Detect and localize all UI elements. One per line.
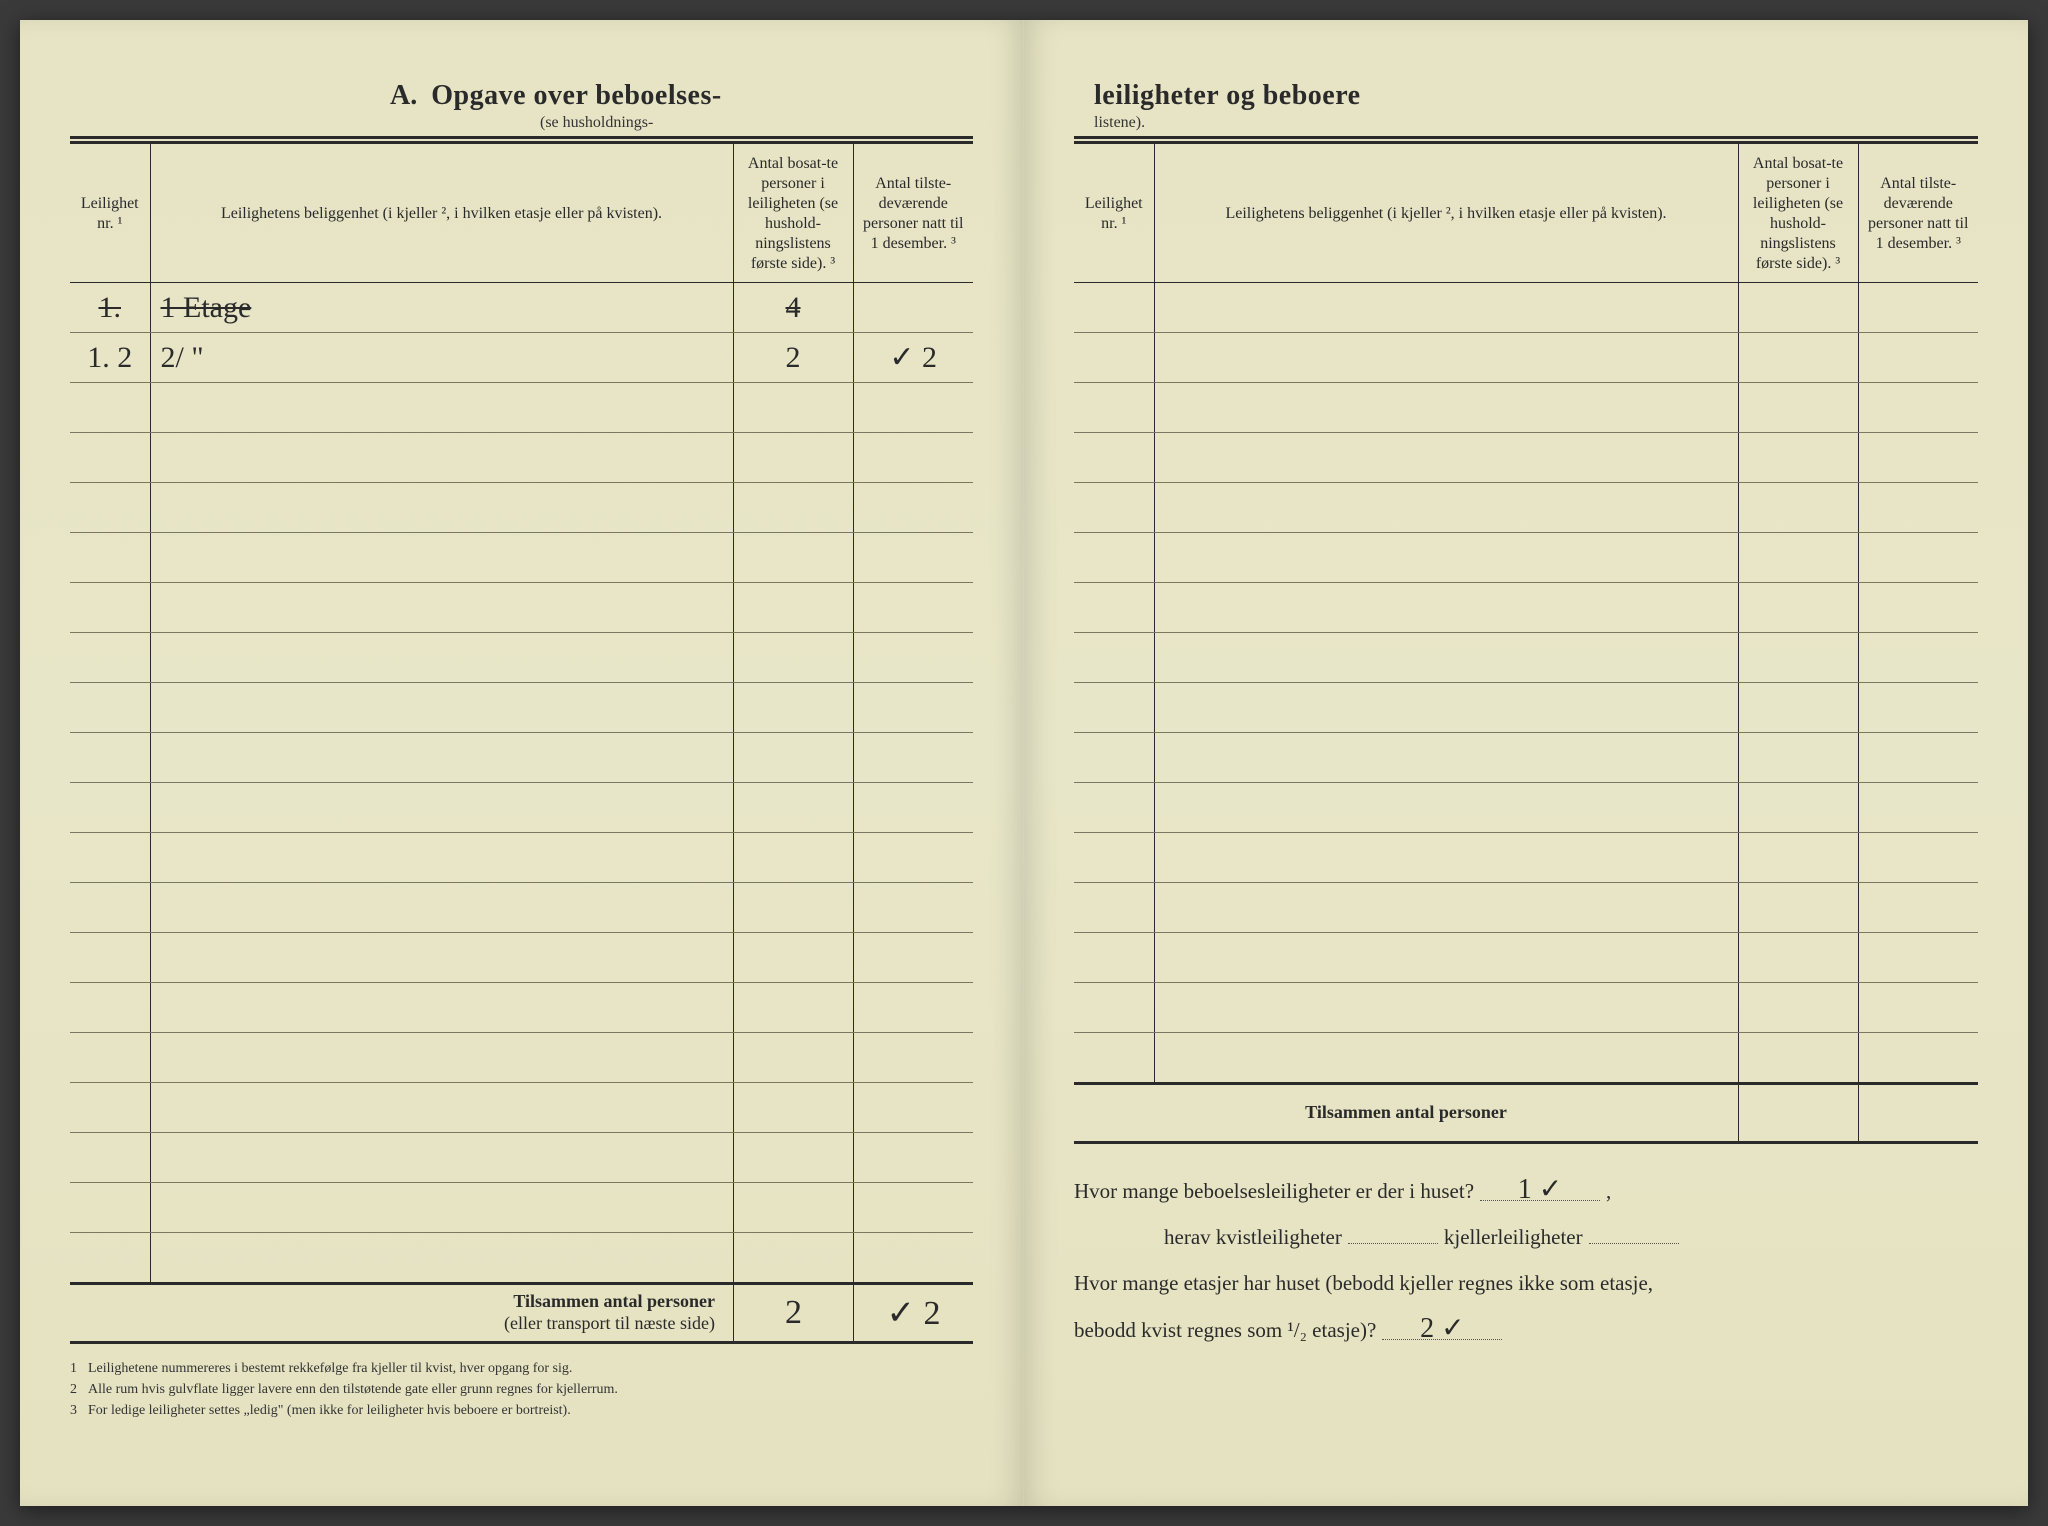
total-row-left: Tilsammen antal personer (eller transpor… xyxy=(70,1282,973,1344)
title-left: Opgave over beboelses- xyxy=(431,80,721,112)
table-row-blank xyxy=(1074,433,1978,483)
table-row-blank xyxy=(1074,783,1978,833)
table-row-blank xyxy=(70,883,973,933)
table-row-blank xyxy=(70,983,973,1033)
footnotes: 1Leilighetene nummereres i bestemt rekke… xyxy=(70,1358,973,1421)
question-3a: Hvor mange etasjer har huset (bebodd kje… xyxy=(1074,1260,1978,1306)
table-row-blank xyxy=(1074,1033,1978,1083)
total-right-n2 xyxy=(1858,1085,1978,1141)
table-row-blank xyxy=(70,933,973,983)
cell xyxy=(853,283,973,333)
table-row-blank xyxy=(70,1083,973,1133)
table-row-blank xyxy=(1074,733,1978,783)
title-right: leiligheter og beboere xyxy=(1094,80,1361,112)
table-row-blank xyxy=(1074,983,1978,1033)
cell: 1. 2 xyxy=(70,333,150,383)
subtitle-left: (se husholdnings- xyxy=(70,114,973,132)
col-header-location: Leilighetens beliggenhet (i kjeller ², i… xyxy=(1154,143,1738,283)
table-row-blank xyxy=(1074,883,1978,933)
total-row-right: Tilsammen antal personer xyxy=(1074,1082,1978,1144)
total-right-n1 xyxy=(1738,1085,1858,1141)
table-row-blank xyxy=(70,433,973,483)
table-row-blank xyxy=(1074,483,1978,533)
cell: 2 xyxy=(733,333,853,383)
total-label-sub: (eller transport til næste side) xyxy=(504,1313,715,1333)
title-row-left: A. Opgave over beboelses- xyxy=(70,80,973,112)
q1-answer: 1 ✓ xyxy=(1480,1177,1600,1201)
table-left: Leilighet nr. ¹ Leilighetens beliggenhet… xyxy=(70,141,973,1283)
footnote: 2Alle rum hvis gulvflate ligger lavere e… xyxy=(70,1379,973,1400)
page-right: leiligheter og beboere listene). Leiligh… xyxy=(1024,20,2028,1506)
col-header-resident: Antal bosat-te personer i leiligheten (s… xyxy=(1738,143,1858,283)
question-3b: bebodd kvist regnes som ¹/₂ etasje)? 2 ✓ xyxy=(1074,1307,1978,1353)
document-spread: A. Opgave over beboelses- (se husholdnin… xyxy=(20,20,2028,1506)
rule xyxy=(1074,136,1978,139)
table-row-blank xyxy=(70,733,973,783)
cell: ✓ 2 xyxy=(853,333,973,383)
question-2: herav kvistleiligheter kjellerleilighete… xyxy=(1074,1214,1978,1260)
table-row-blank xyxy=(1074,533,1978,583)
col-header-resident: Antal bosat-te personer i leiligheten (s… xyxy=(733,143,853,283)
table-row-blank xyxy=(70,1033,973,1083)
table-row-blank xyxy=(70,483,973,533)
q2b-answer xyxy=(1589,1220,1679,1244)
page-left: A. Opgave over beboelses- (se husholdnin… xyxy=(20,20,1024,1506)
table-row-blank xyxy=(70,683,973,733)
cell: 1 Etage xyxy=(150,283,733,333)
col-header-location: Leilighetens beliggenhet (i kjeller ², i… xyxy=(150,143,733,283)
table-row-blank xyxy=(1074,283,1978,333)
table-row-blank xyxy=(1074,933,1978,983)
table-row-blank xyxy=(1074,383,1978,433)
col-header-nr: Leilighet nr. ¹ xyxy=(70,143,150,283)
title-row-right: leiligheter og beboere xyxy=(1074,80,1978,112)
col-header-present: Antal tilste-deværende personer natt til… xyxy=(853,143,973,283)
table-row-blank xyxy=(70,383,973,433)
rule xyxy=(70,136,973,139)
total-label-right: Tilsammen antal personer xyxy=(1074,1102,1738,1124)
total-n1: 2 xyxy=(733,1285,853,1341)
table-row-blank xyxy=(70,1233,973,1283)
table-row: 1. 22/ "2✓ 2 xyxy=(70,333,973,383)
footnote: 3For ledige leiligheter settes „ledig" (… xyxy=(70,1400,973,1421)
cell: 1. xyxy=(70,283,150,333)
table-row-blank xyxy=(70,783,973,833)
table-row-blank xyxy=(70,533,973,583)
total-label: Tilsammen antal personer (eller transpor… xyxy=(70,1291,733,1334)
table-row-blank xyxy=(70,833,973,883)
table-row-blank xyxy=(70,583,973,633)
cell: 4 xyxy=(733,283,853,333)
table-row-blank xyxy=(70,633,973,683)
q2a-answer xyxy=(1348,1220,1438,1244)
col-header-present: Antal tilste-deværende personer natt til… xyxy=(1858,143,1978,283)
table-right: Leilighet nr. ¹ Leilighetens beliggenhet… xyxy=(1074,141,1978,1083)
table-row-blank xyxy=(1074,583,1978,633)
questions: Hvor mange beboelsesleiligheter er der i… xyxy=(1074,1168,1978,1353)
subtitle-right: listene). xyxy=(1074,114,1978,132)
table-row-blank xyxy=(70,1183,973,1233)
table-row-blank xyxy=(1074,683,1978,733)
total-label-bold: Tilsammen antal personer xyxy=(513,1291,715,1311)
footnote: 1Leilighetene nummereres i bestemt rekke… xyxy=(70,1358,973,1379)
table-row: 1.1 Etage4 xyxy=(70,283,973,333)
total-n2: ✓ 2 xyxy=(853,1285,973,1341)
table-row-blank xyxy=(70,1133,973,1183)
col-header-nr: Leilighet nr. ¹ xyxy=(1074,143,1154,283)
table-row-blank xyxy=(1074,833,1978,883)
table-row-blank xyxy=(1074,333,1978,383)
cell: 2/ " xyxy=(150,333,733,383)
section-letter: A. xyxy=(390,80,417,112)
question-1: Hvor mange beboelsesleiligheter er der i… xyxy=(1074,1168,1978,1214)
q3-answer: 2 ✓ xyxy=(1382,1316,1502,1340)
table-row-blank xyxy=(1074,633,1978,683)
